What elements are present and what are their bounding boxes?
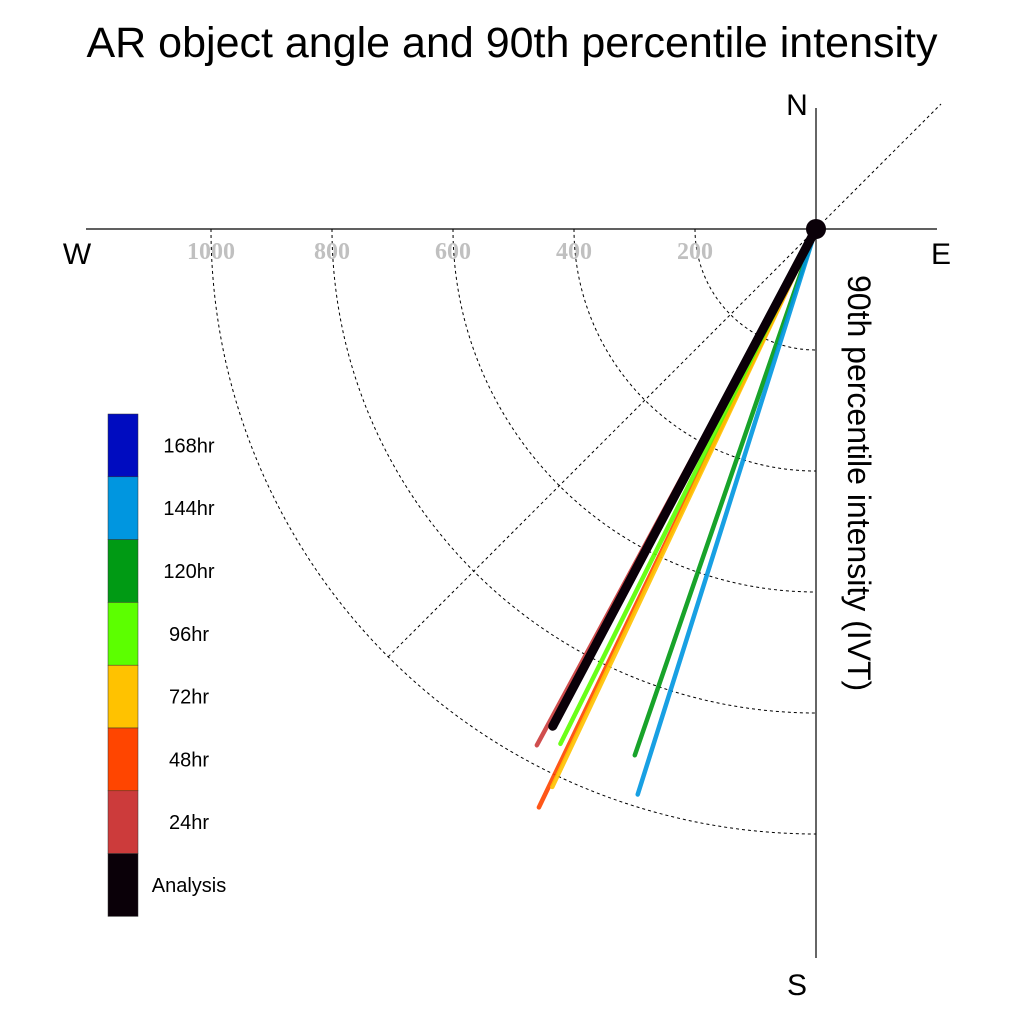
grid-ring-200 xyxy=(694,228,817,351)
origin-point xyxy=(806,219,826,239)
tick-label-600: 600 xyxy=(435,239,471,265)
legend: 168hr 144hr 120hr 96hr 72hr 48hr 24hr Analysis xyxy=(107,413,226,917)
legend-label-48hr: 48hr xyxy=(169,749,209,771)
legend-label-144hr: 144hr xyxy=(163,498,214,520)
legend-label-analysis: Analysis xyxy=(152,875,226,897)
legend-label-168hr: 168hr xyxy=(163,435,214,457)
vector-144hr xyxy=(635,226,819,797)
tick-label-200: 200 xyxy=(677,239,713,265)
compass-west: W xyxy=(63,238,92,271)
legend-swatch-144hr xyxy=(107,476,139,540)
chart-title: AR object angle and 90th percentile inte… xyxy=(87,19,938,67)
grid xyxy=(210,103,942,835)
legend-label-96hr: 96hr xyxy=(169,624,209,646)
legend-swatch-72hr xyxy=(107,664,139,729)
legend-swatch-120hr xyxy=(107,539,139,603)
legend-swatch-168hr xyxy=(107,413,139,478)
legend-swatch-24hr xyxy=(107,790,139,854)
compass-east: E xyxy=(931,238,951,271)
grid-ring-400 xyxy=(573,228,817,472)
compass-north: N xyxy=(786,89,808,122)
vector-120hr xyxy=(632,226,819,758)
tick-label-1000: 1000 xyxy=(187,239,235,265)
legend-label-24hr: 24hr xyxy=(169,812,209,834)
grid-diagonal xyxy=(387,103,942,658)
tick-label-800: 800 xyxy=(314,239,350,265)
legend-label-72hr: 72hr xyxy=(169,687,209,709)
legend-swatch-48hr xyxy=(107,727,139,792)
compass-south: S xyxy=(787,969,807,1002)
series-vectors xyxy=(534,224,821,810)
legend-swatch-analysis xyxy=(107,853,139,917)
tick-label-400: 400 xyxy=(556,239,592,265)
vector-analysis xyxy=(548,224,821,731)
y-axis-label: 90th percentile intensity (IVT) xyxy=(841,275,877,691)
legend-swatch-96hr xyxy=(107,602,139,666)
radial-tick-labels: 1000 800 600 400 200 xyxy=(187,239,713,265)
axes xyxy=(86,108,937,958)
legend-label-120hr: 120hr xyxy=(163,561,214,583)
